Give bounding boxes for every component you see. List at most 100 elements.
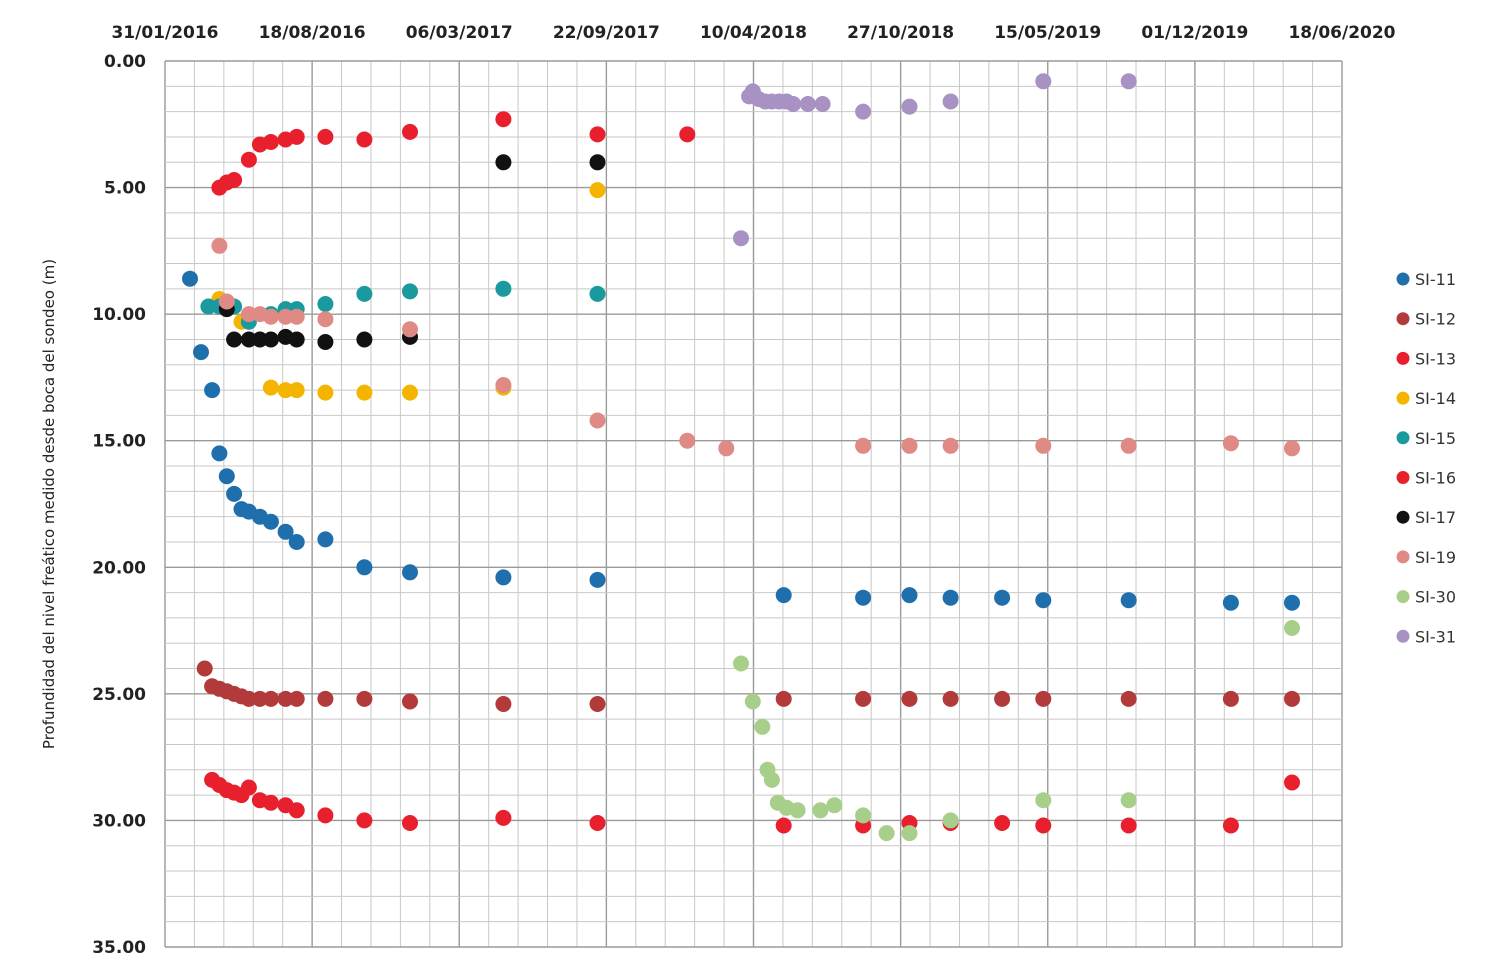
data-point-si-19: [942, 437, 959, 454]
data-point-si-31: [733, 230, 749, 247]
data-point-si-16: [679, 126, 696, 143]
data-point-si-19: [901, 437, 918, 454]
legend-label-si-14: SI-14: [1415, 389, 1456, 408]
series-si-16: [211, 111, 696, 196]
data-point-si-15: [356, 285, 373, 302]
data-point-si-11: [218, 468, 235, 485]
y-tick-label: 0.00: [104, 52, 146, 72]
data-point-si-12: [288, 690, 305, 707]
data-point-si-13: [288, 802, 305, 819]
data-point-si-11: [901, 587, 918, 604]
series-si-11: [182, 270, 1300, 611]
data-point-si-31: [785, 96, 802, 112]
legend-marker-si-19: [1396, 550, 1410, 564]
data-point-si-11: [356, 559, 373, 576]
data-point-si-19: [1120, 437, 1137, 454]
data-point-si-19: [1035, 437, 1052, 454]
data-point-si-17: [226, 331, 243, 348]
y-tick-label: 30.00: [92, 811, 146, 831]
data-point-si-12: [262, 690, 279, 707]
y-tick-label: 5.00: [104, 179, 146, 199]
data-point-si-30: [1284, 620, 1300, 636]
data-point-si-12: [942, 690, 959, 707]
data-point-si-11: [1120, 592, 1137, 609]
x-tick-label: 15/05/2019: [994, 23, 1101, 43]
x-tick-label: 18/06/2020: [1288, 23, 1395, 43]
data-point-si-31: [855, 103, 872, 120]
x-tick-label: 10/04/2018: [700, 23, 807, 43]
legend-label-si-12: SI-12: [1415, 310, 1456, 329]
data-point-si-12: [277, 690, 294, 707]
x-tick-label: 31/01/2016: [111, 23, 218, 43]
data-point-si-30: [878, 825, 895, 842]
data-point-si-31: [814, 96, 831, 112]
data-point-si-13: [1120, 817, 1137, 834]
y-tick-label: 10.00: [92, 305, 146, 325]
data-point-si-14: [402, 384, 418, 401]
data-point-si-19: [495, 377, 512, 393]
data-point-si-11: [1222, 594, 1239, 611]
data-point-si-14: [262, 379, 279, 396]
data-point-si-12: [901, 690, 918, 707]
legend-label-si-15: SI-15: [1415, 429, 1456, 448]
data-point-si-16: [589, 126, 606, 143]
y-tick-label: 35.00: [92, 938, 146, 958]
data-point-si-13: [994, 815, 1011, 831]
data-point-si-30: [826, 797, 843, 814]
data-point-si-11: [495, 569, 512, 586]
data-point-si-19: [211, 237, 228, 254]
data-point-si-17: [495, 154, 512, 171]
data-points: [182, 73, 1300, 842]
data-point-si-14: [356, 384, 373, 401]
y-axis-label: Profundidad del nivel freático medido de…: [40, 259, 58, 749]
data-point-si-30: [901, 825, 918, 842]
legend-marker-si-30: [1396, 590, 1410, 604]
data-point-si-17: [240, 331, 257, 348]
data-point-si-19: [1222, 435, 1239, 452]
data-point-si-12: [589, 696, 606, 712]
data-point-si-30: [763, 771, 780, 788]
data-point-si-15: [317, 296, 334, 312]
data-point-si-31: [1035, 73, 1052, 90]
data-point-si-13: [240, 779, 257, 796]
legend-marker-si-17: [1396, 510, 1410, 524]
data-point-si-12: [855, 690, 872, 707]
legend-marker-si-15: [1396, 431, 1410, 445]
data-point-si-11: [226, 485, 243, 502]
data-point-si-19: [218, 293, 235, 310]
y-axis-ticks: 0.00 5.00 10.00 15.00 20.00 25.00 30.00 35.00: [92, 52, 146, 958]
x-tick-label: 18/08/2016: [259, 23, 366, 43]
data-point-si-16: [495, 111, 512, 128]
data-point-si-12: [1120, 690, 1137, 707]
data-point-si-16: [402, 123, 418, 140]
data-point-si-30: [855, 807, 872, 824]
series-si-30: [733, 620, 1300, 842]
data-point-si-11: [211, 445, 228, 462]
data-point-si-14: [317, 384, 334, 401]
data-point-si-16: [317, 128, 334, 145]
data-point-si-31: [942, 93, 959, 110]
data-point-si-19: [589, 412, 606, 429]
y-tick-label: 25.00: [92, 685, 146, 705]
data-point-si-13: [775, 817, 792, 834]
x-axis-ticks: 31/01/2016 18/08/2016 06/03/2017 22/09/2017…: [111, 23, 1395, 43]
legend-label-si-13: SI-13: [1415, 349, 1456, 368]
series-si-31: [733, 73, 1137, 247]
data-point-si-11: [1284, 594, 1300, 611]
series-si-17: [218, 154, 606, 350]
data-point-si-13: [356, 812, 373, 829]
data-point-si-30: [744, 693, 761, 710]
x-tick-label: 22/09/2017: [553, 23, 660, 43]
data-point-si-11: [994, 589, 1011, 606]
series-si-19: [211, 237, 1300, 457]
data-point-si-12: [994, 690, 1011, 707]
data-point-si-19: [718, 440, 735, 457]
legend-marker-si-14: [1396, 391, 1410, 405]
y-tick-label: 20.00: [92, 558, 146, 578]
data-point-si-19: [1284, 440, 1300, 457]
data-point-si-30: [1120, 792, 1137, 809]
data-point-si-17: [356, 331, 373, 348]
data-point-si-11: [288, 534, 305, 550]
data-point-si-19: [317, 311, 334, 328]
data-point-si-17: [251, 331, 268, 348]
